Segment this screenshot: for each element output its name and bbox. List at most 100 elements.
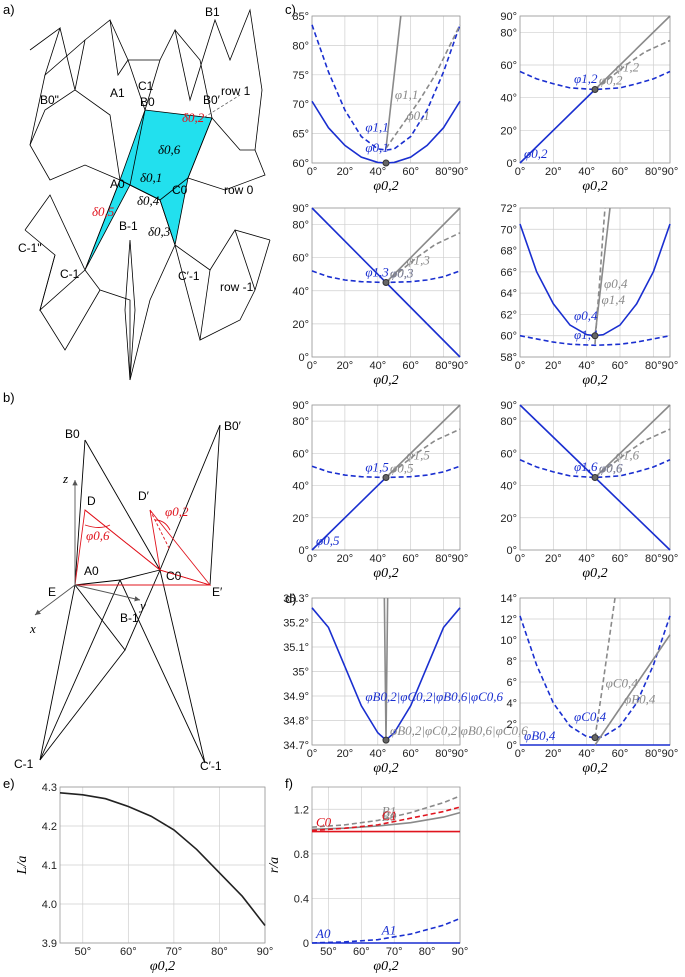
y-tick-label: 4.2 xyxy=(42,821,57,833)
y-tick-label: 4.3 xyxy=(42,782,57,794)
y-tick-label: 35° xyxy=(292,667,309,679)
highlighted-vertex-region xyxy=(84,109,213,271)
series-label: φ1,5 xyxy=(365,460,389,475)
series-label: B0 xyxy=(382,809,397,824)
y-tick-label: 66° xyxy=(500,267,517,279)
label-c-1-prime-b: C′-1 xyxy=(200,759,222,773)
x-tick-label: 90° xyxy=(662,360,679,372)
y-tick-label: 6° xyxy=(506,677,517,689)
label-b0: B0 xyxy=(140,95,155,109)
y-tick-label: 40° xyxy=(500,481,517,493)
x-tick-label: 60° xyxy=(402,553,419,565)
vertex-marker xyxy=(591,86,599,93)
y-tick-label: 34.8° xyxy=(283,716,309,728)
x-axis-label: φ0,2 xyxy=(582,179,607,194)
label-c-1-dblprime: C-1" xyxy=(18,241,42,255)
y-tick-label: 0° xyxy=(506,545,517,557)
series-line-4 xyxy=(311,917,461,944)
label-b-1-b: B-1 xyxy=(120,611,139,625)
y-tick-label: 58° xyxy=(500,352,517,364)
series-line-1 xyxy=(383,597,389,741)
x-axis-label: φ0,2 xyxy=(582,761,607,776)
y-axis-label: L/a xyxy=(15,856,30,876)
y-tick-label: 1.2 xyxy=(294,804,309,816)
label-a0-b: A0 xyxy=(84,564,99,578)
plot-frame xyxy=(519,207,671,358)
x-tick-label: 0° xyxy=(515,553,526,565)
label-b0-prime: B0′ xyxy=(203,93,221,107)
y-tick-label: 40° xyxy=(292,286,309,298)
series-line-0 xyxy=(59,792,266,926)
x-tick-label: 0° xyxy=(307,166,318,178)
x-axis-label: φ0,2 xyxy=(150,959,175,974)
y-tick-label: 68° xyxy=(500,246,517,258)
y-tick-label: 64° xyxy=(500,288,517,300)
y-tick-label: 0° xyxy=(298,352,309,364)
y-tick-label: 80° xyxy=(292,220,309,232)
y-tick-label: 35.1° xyxy=(283,642,309,654)
series-label: φ1,4 xyxy=(602,292,626,307)
x-tick-label: 40° xyxy=(369,748,386,760)
x-tick-label: 40° xyxy=(369,553,386,565)
y-tick-label: 60° xyxy=(292,253,309,265)
label-c-1: C-1 xyxy=(60,267,80,281)
x-tick-label: 40° xyxy=(369,166,386,178)
series-label: φ0,1 xyxy=(365,140,388,155)
series-label: C0 xyxy=(316,815,332,830)
series-label: φB0,4 xyxy=(624,691,656,706)
y-tick-label: 0° xyxy=(506,158,517,170)
x-tick-label: 60° xyxy=(612,166,629,178)
x-axis-label: φ0,2 xyxy=(582,373,607,388)
y-tick-label: 34.9° xyxy=(283,691,309,703)
chart-d1: 0° 20° 40° 60° 80° 90° 34.7° 34.8° 34.9° 35° 35.1°… xyxy=(283,593,528,776)
x-tick-label: 80° xyxy=(435,166,452,178)
y-tick-label: 80° xyxy=(292,40,309,52)
series-label: φ1,6 xyxy=(574,459,598,474)
y-tick-label: 60° xyxy=(500,60,517,72)
y-tick-label: 40° xyxy=(292,481,309,493)
vertex-marker xyxy=(382,474,390,481)
series-label: φ0,5 xyxy=(316,533,340,548)
vertex-marker xyxy=(382,159,390,167)
series-label: φ0,1 xyxy=(406,108,429,123)
y-axis-label: r/a xyxy=(267,857,282,873)
x-tick-label: 40° xyxy=(369,360,386,372)
y-tick-label: 0.4 xyxy=(294,893,309,905)
series-label: φ0,6 xyxy=(599,461,623,476)
panel-label-d: d) xyxy=(285,591,297,606)
label-delta-03: δ0,3 xyxy=(148,224,171,239)
vertex-marker xyxy=(591,734,599,742)
x-tick-label: 50° xyxy=(320,946,337,958)
label-phi-06: φ0,6 xyxy=(86,528,110,543)
series-label: φB0,4 xyxy=(524,728,556,743)
chart-c1: 0° 20° 40° 60° 80° 90°60°65°70°75°80°85°φ0,2φ… xyxy=(292,11,468,194)
label-a1: A1 xyxy=(110,86,125,100)
x-tick-label: 90° xyxy=(452,553,469,565)
plot-frame xyxy=(311,207,461,358)
series-label: φ0,4 xyxy=(574,308,598,323)
series-label: B1 xyxy=(382,803,396,818)
series-label: φ1,3 xyxy=(406,252,430,267)
y-tick-label: 70° xyxy=(292,99,309,111)
series-line-2 xyxy=(385,404,461,479)
label-d: D xyxy=(87,494,96,508)
y-tick-label: 75° xyxy=(292,70,309,82)
y-tick-label: 60° xyxy=(292,158,309,170)
series-label: φ1,3 xyxy=(365,265,389,280)
plot-frame xyxy=(311,404,461,551)
series-label: C1 xyxy=(382,808,397,823)
y-tick-label: 0° xyxy=(506,740,517,752)
x-tick-label: 20° xyxy=(545,360,562,372)
series-label: A1 xyxy=(381,923,396,938)
chart-c6: 0° 20° 40° 60° 80° 90°0°20°40°60°80°90°φ0,2φ0… xyxy=(500,400,678,581)
chart-e: 50° 60° 70° 80° 90° 3.9 4.0 4.1 4.2 4.3 φ0,2 L/a xyxy=(15,782,273,974)
x-tick-label: 0° xyxy=(307,553,318,565)
series-line-2 xyxy=(594,207,611,336)
y-tick-label: 62° xyxy=(500,309,517,321)
y-tick-label: 90° xyxy=(500,11,517,23)
y-tick-label: 70° xyxy=(500,224,517,236)
y-tick-label: 8° xyxy=(506,656,517,668)
y-tick-label: 0.8 xyxy=(294,849,309,861)
series-line-2 xyxy=(594,404,671,479)
